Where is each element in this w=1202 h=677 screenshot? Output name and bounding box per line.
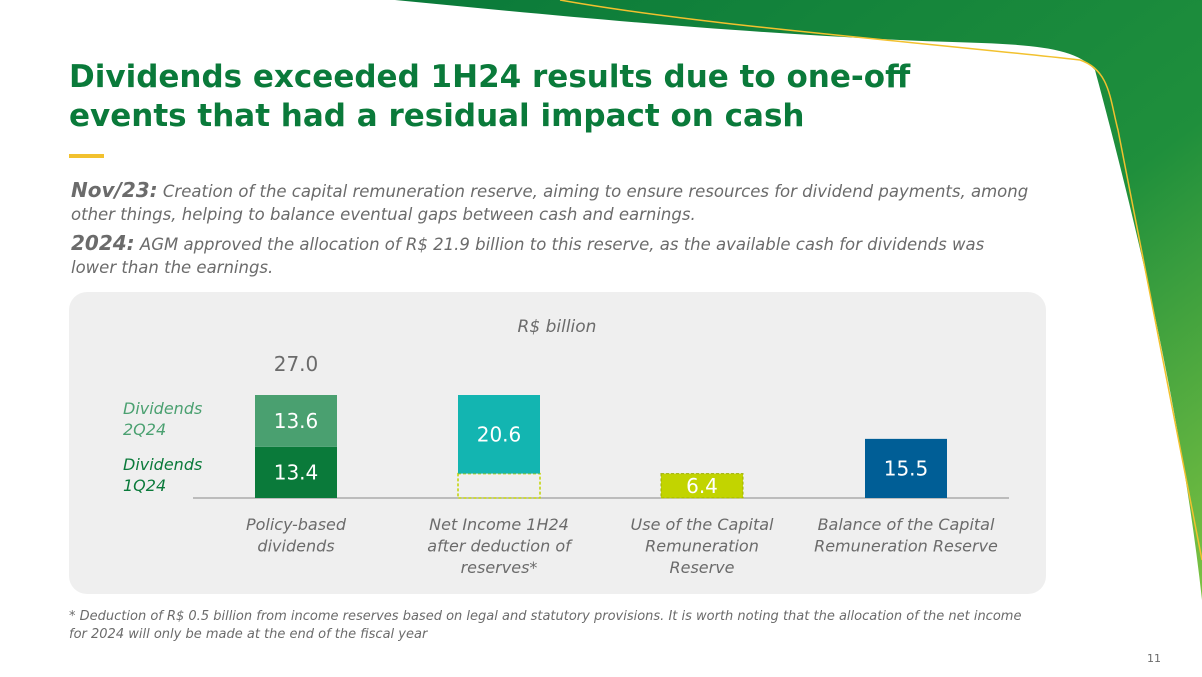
- title-accent-bar: [69, 154, 104, 158]
- bar-label-1q24: 13.4: [274, 460, 319, 484]
- bar-label-use-of-reserve: 6.4: [686, 474, 718, 498]
- paragraph-lead: 2024:: [71, 231, 135, 255]
- page-number: 11: [1147, 652, 1161, 665]
- category-label: Remuneration Reserve: [814, 537, 998, 556]
- paragraph-2024: 2024: AGM approved the allocation of R$ …: [71, 232, 1031, 279]
- yellow-accent-line: [559, 0, 1202, 561]
- paragraph-text: AGM approved the allocation of R$ 21.9 b…: [71, 235, 985, 277]
- legend-label: 1Q24: [123, 476, 166, 495]
- green-swoosh-shape: [395, 0, 1202, 600]
- bar-balance-of-reserve: [865, 438, 947, 498]
- bar-use-of-reserve: [660, 473, 744, 499]
- category-label: Net Income 1H24: [429, 515, 569, 534]
- bar-dividends-1q24: [255, 446, 337, 498]
- bar-label-balance: 15.5: [884, 456, 929, 480]
- category-label: Balance of the Capital: [818, 515, 995, 534]
- bar-label-net-income: 20.6: [477, 422, 522, 446]
- legend-label: Dividends: [123, 399, 202, 418]
- paragraph-nov23: Nov/23: Creation of the capital remunera…: [71, 179, 1031, 226]
- page-title: Dividends exceeded 1H24 results due to o…: [69, 59, 911, 134]
- category-label: Policy-based: [246, 515, 347, 534]
- category-label: after deduction of: [427, 537, 573, 556]
- bar-label-2q24: 13.6: [274, 409, 319, 433]
- category-label: Use of the Capital: [631, 515, 774, 534]
- category-label: reserves*: [461, 558, 538, 577]
- category-label: Reserve: [669, 558, 734, 577]
- paragraph-lead: Nov/23:: [71, 178, 158, 202]
- category-label: dividends: [257, 537, 334, 556]
- chart-title: R$ billion: [518, 317, 597, 337]
- legend-label: Dividends: [123, 455, 202, 474]
- footnote: * Deduction of R$ 0.5 billion from incom…: [69, 609, 1022, 642]
- bar-chart: R$ billion 13.4 13.6 27.0 20.6 6.4 15.5 Policy-…: [123, 317, 1009, 577]
- bar-net-income: [458, 395, 540, 474]
- chart-panel: R$ billion 13.4 13.6 27.0 20.6 6.4 15.5 Policy-…: [69, 292, 1046, 594]
- bar-placeholder-dashed: [457, 472, 541, 499]
- bar-dividends-2q24: [255, 395, 337, 447]
- paragraph-text: Creation of the capital remuneration res…: [71, 182, 1029, 224]
- legend-label: 2Q24: [123, 420, 166, 439]
- category-label: Remuneration: [645, 537, 759, 556]
- bar-total-label: 27.0: [274, 352, 319, 376]
